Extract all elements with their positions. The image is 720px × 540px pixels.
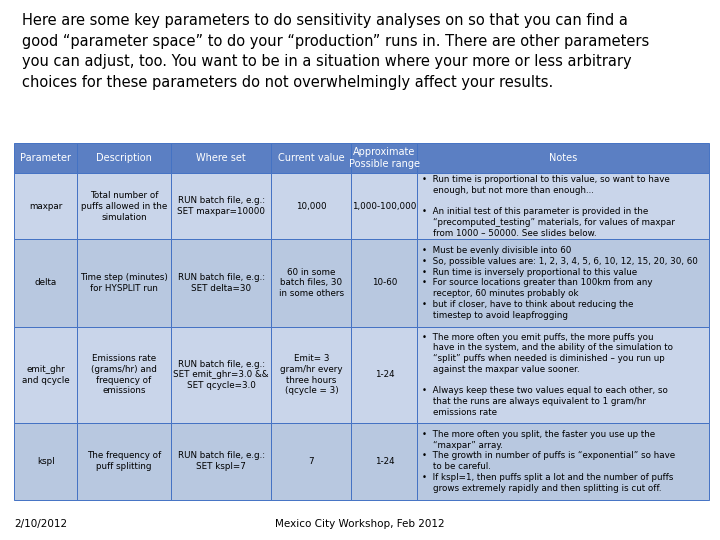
Bar [77,327,171,423]
Text: Mexico City Workshop, Feb 2012: Mexico City Workshop, Feb 2012 [275,519,445,529]
Text: 10-60: 10-60 [372,279,397,287]
Bar [418,423,709,500]
Bar [14,239,77,327]
Bar [271,327,351,423]
Text: delta: delta [35,279,57,287]
Text: •  The more often you split, the faster you use up the
    “maxpar” array.
•  Th: • The more often you split, the faster y… [422,430,675,492]
Bar [171,143,271,173]
Text: RUN batch file, e.g.:
SET maxpar=10000: RUN batch file, e.g.: SET maxpar=10000 [177,197,265,216]
Text: RUN batch file, e.g.:
SET emit_ghr=3.0 &&
SET qcycle=3.0: RUN batch file, e.g.: SET emit_ghr=3.0 &… [174,360,269,390]
Text: 1-24: 1-24 [374,457,394,465]
Text: Emit= 3
gram/hr every
three hours
(qcycle = 3): Emit= 3 gram/hr every three hours (qcycl… [280,354,343,395]
Text: maxpar: maxpar [29,202,63,211]
Text: •  Must be evenly divisible into 60
•  So, possible values are: 1, 2, 3, 4, 5, 6: • Must be evenly divisible into 60 • So,… [422,246,698,320]
Text: 1-24: 1-24 [374,370,394,379]
Bar [77,239,171,327]
Text: Description: Description [96,153,152,163]
Text: •  Run time is proportional to this value, so want to have
    enough, but not m: • Run time is proportional to this value… [422,175,675,238]
Text: Where set: Where set [197,153,246,163]
Text: Emissions rate
(grams/hr) and
frequency of
emissions: Emissions rate (grams/hr) and frequency … [91,354,157,395]
Bar [351,423,418,500]
Text: emit_ghr
and qcycle: emit_ghr and qcycle [22,365,69,384]
Bar [418,327,709,423]
Text: kspl: kspl [37,457,55,465]
Bar [351,173,418,239]
Bar [14,327,77,423]
Text: RUN batch file, e.g.:
SET kspl=7: RUN batch file, e.g.: SET kspl=7 [178,451,265,471]
Text: Current value: Current value [278,153,345,163]
Bar [271,423,351,500]
Bar [77,423,171,500]
Text: Time step (minutes)
for HYSPLIT run: Time step (minutes) for HYSPLIT run [80,273,168,293]
Bar [171,423,271,500]
Text: Notes: Notes [549,153,577,163]
Text: Here are some key parameters to do sensitivity analyses on so that you can find : Here are some key parameters to do sensi… [22,14,649,90]
Text: Parameter: Parameter [20,153,71,163]
Bar [14,143,77,173]
Bar [351,327,418,423]
Bar [171,239,271,327]
Text: 60 in some
batch files, 30
in some others: 60 in some batch files, 30 in some other… [279,268,344,298]
Bar [271,143,351,173]
Bar [271,173,351,239]
Bar [351,239,418,327]
Text: RUN batch file, e.g.:
SET delta=30: RUN batch file, e.g.: SET delta=30 [178,273,265,293]
Bar [271,239,351,327]
Bar [351,143,418,173]
Bar [418,173,709,239]
Bar [77,173,171,239]
Text: Approximate
Possible range: Approximate Possible range [349,147,420,169]
Text: 1,000-100,000: 1,000-100,000 [352,202,417,211]
Text: 7: 7 [309,457,314,465]
Bar [14,423,77,500]
Text: 2/10/2012: 2/10/2012 [14,519,68,529]
Bar [418,143,709,173]
Bar [14,173,77,239]
Text: The frequency of
puff splitting: The frequency of puff splitting [87,451,161,471]
Bar [77,143,171,173]
Text: 10,000: 10,000 [296,202,327,211]
Text: •  The more often you emit puffs, the more puffs you
    have in the system, and: • The more often you emit puffs, the mor… [422,333,672,417]
Text: Total number of
puffs allowed in the
simulation: Total number of puffs allowed in the sim… [81,191,167,221]
Bar [418,239,709,327]
Bar [171,327,271,423]
Bar [171,173,271,239]
